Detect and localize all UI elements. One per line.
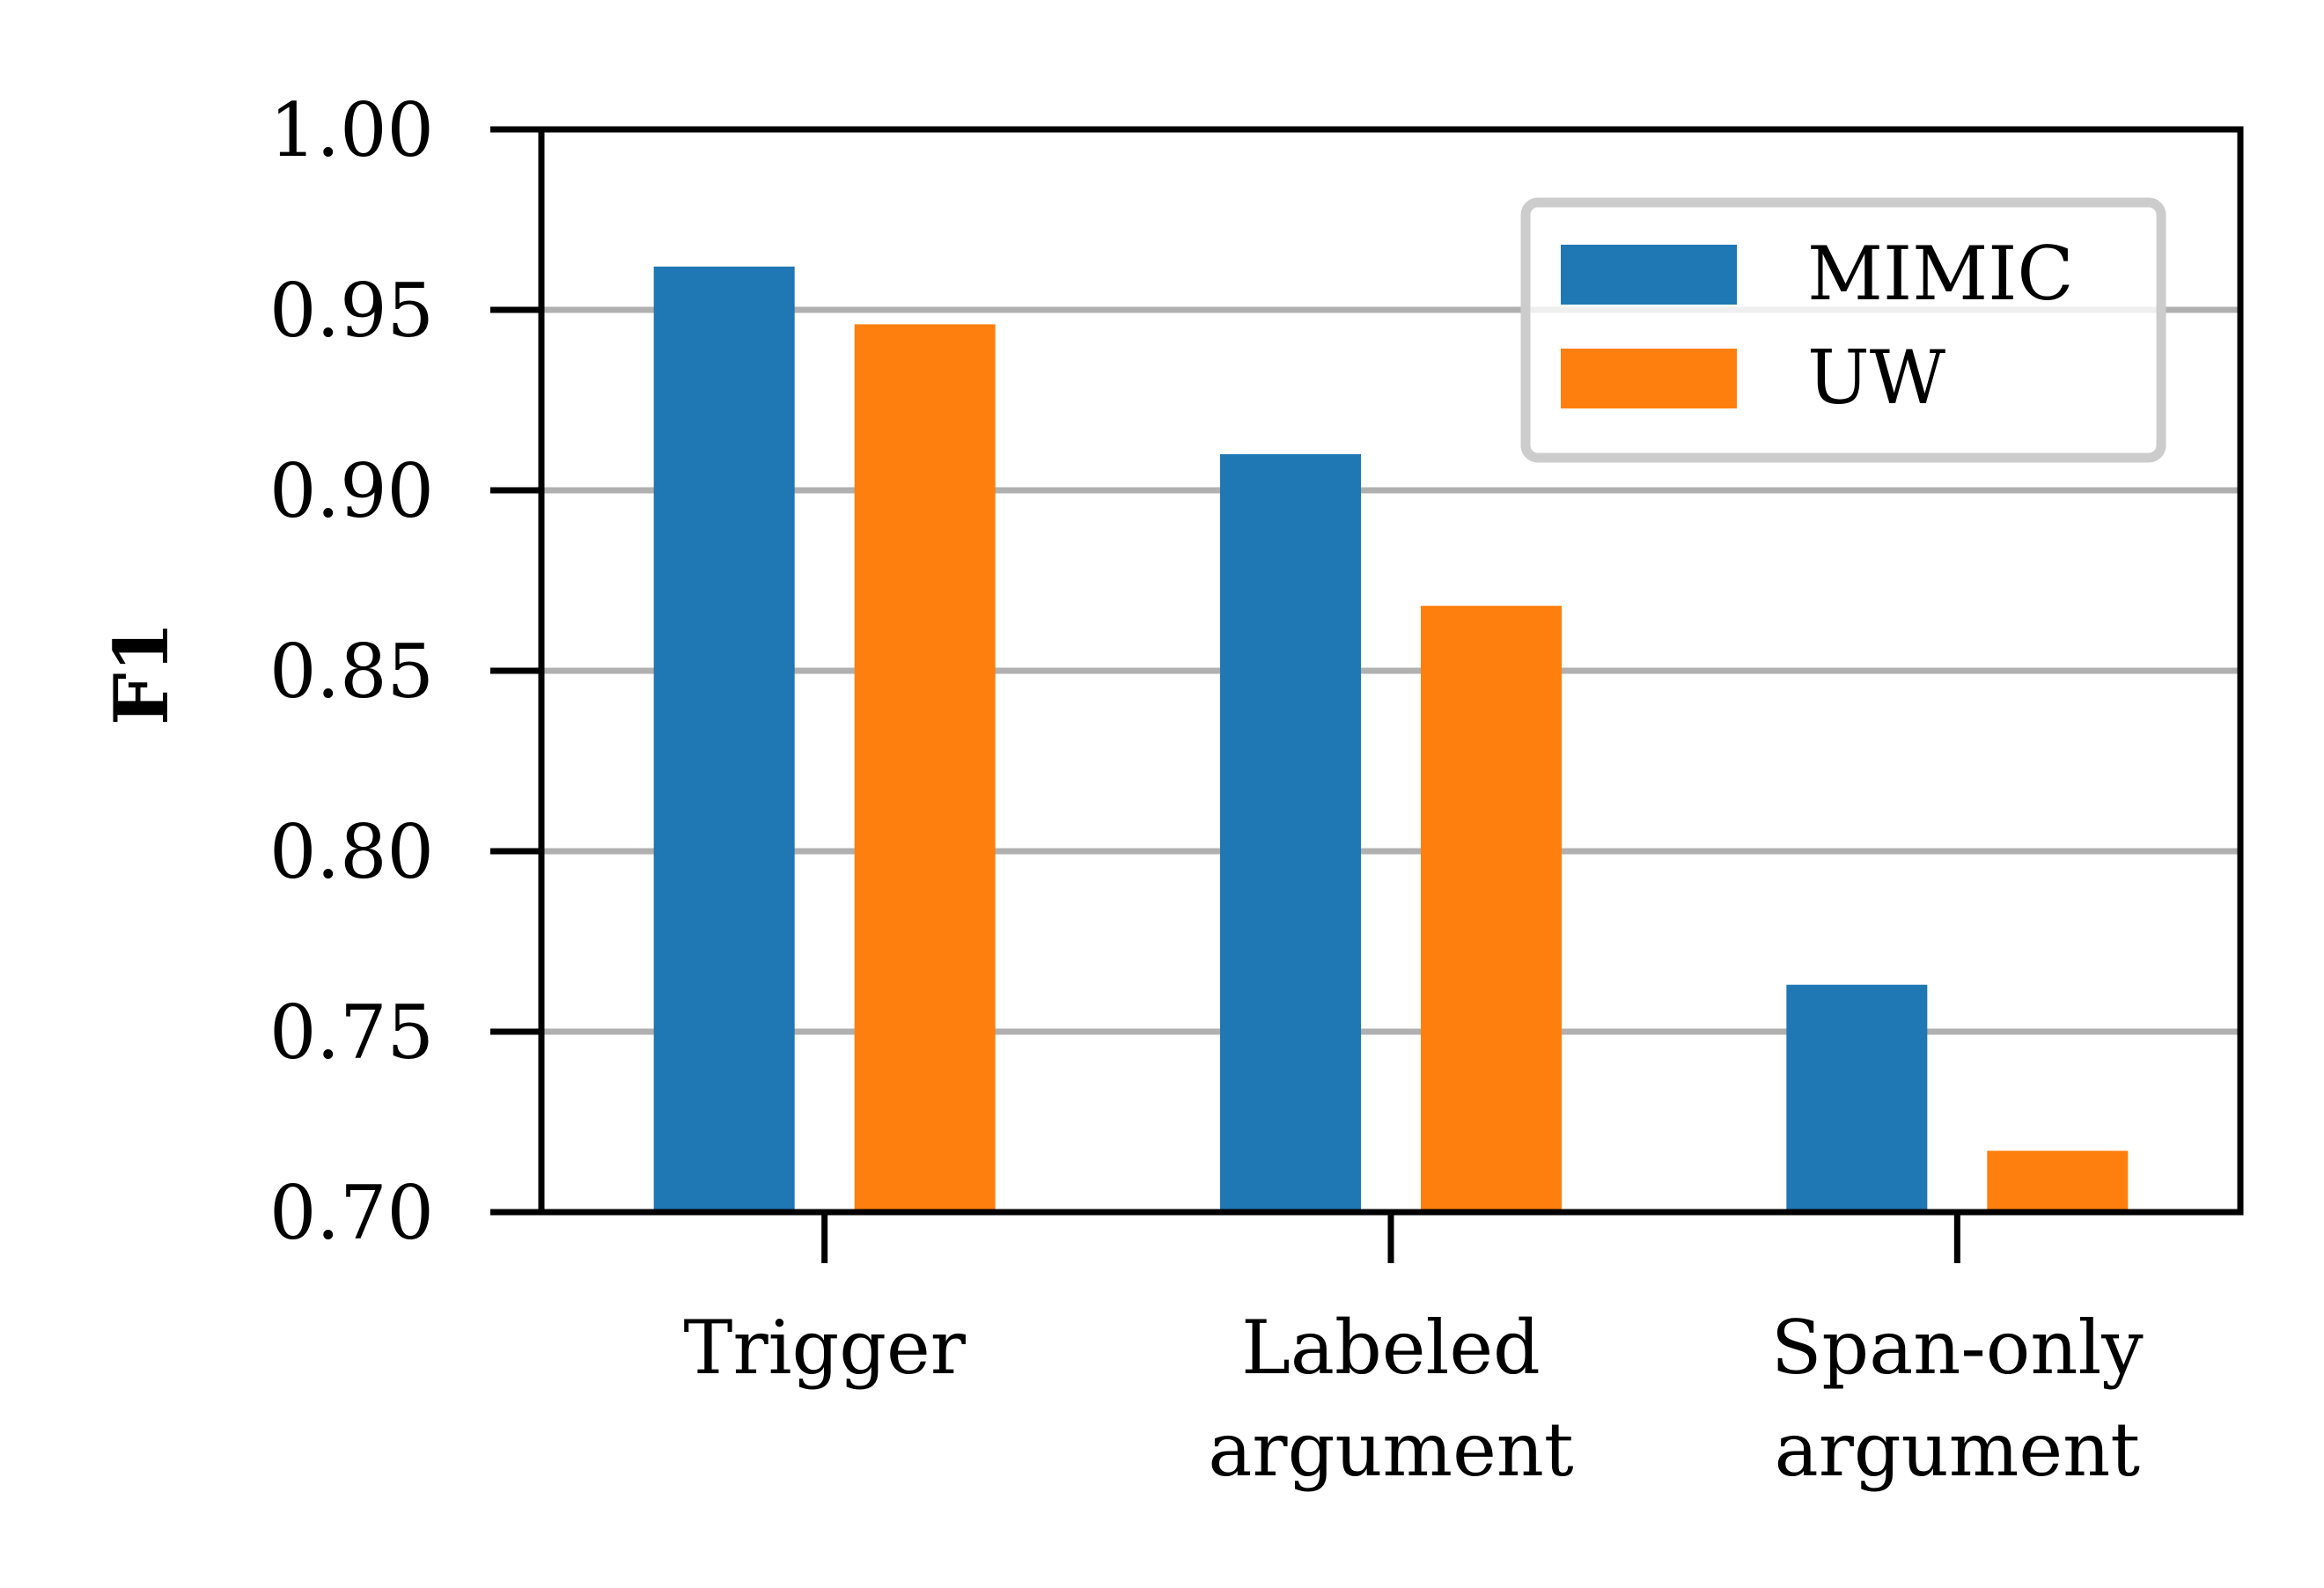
y-tick-label: 1.00 (269, 87, 434, 173)
y-tick-label: 0.85 (269, 629, 434, 715)
x-tick-label: argument (1208, 1407, 1574, 1493)
bar-mimic (653, 266, 795, 1212)
y-tick-label: 0.70 (269, 1170, 434, 1256)
y-tick-label: 0.75 (269, 989, 434, 1076)
legend-label-uw: UW (1807, 335, 1946, 421)
x-tick-label: Labeled (1241, 1305, 1541, 1391)
legend-label-mimic: MIMIC (1807, 231, 2074, 317)
bar-uw (1421, 606, 1562, 1212)
bars (653, 266, 2129, 1212)
x-axis: Trigger Labeled argument Span-only argument (683, 1212, 2144, 1493)
bar-mimic (1786, 984, 1928, 1212)
bar-uw (854, 324, 996, 1212)
x-tick-label: Trigger (683, 1305, 966, 1391)
gridlines (541, 306, 2240, 1035)
y-tick-label: 0.95 (269, 268, 434, 354)
bar-uw (1987, 1151, 2129, 1212)
bar-mimic (1220, 454, 1361, 1212)
x-tick-label: argument (1775, 1407, 2141, 1493)
legend-swatch-mimic (1561, 245, 1737, 305)
y-tick-label: 0.90 (269, 448, 434, 534)
y-axis-title: F1 (98, 621, 185, 725)
x-tick-label: Span-only (1771, 1305, 2144, 1391)
y-tick-label: 0.80 (269, 809, 434, 895)
legend-swatch-uw (1561, 349, 1737, 408)
legend: MIMIC UW (1520, 197, 2166, 463)
y-axis: 0.70 0.75 0.80 0.85 0.90 0.95 1.00 (269, 87, 541, 1256)
